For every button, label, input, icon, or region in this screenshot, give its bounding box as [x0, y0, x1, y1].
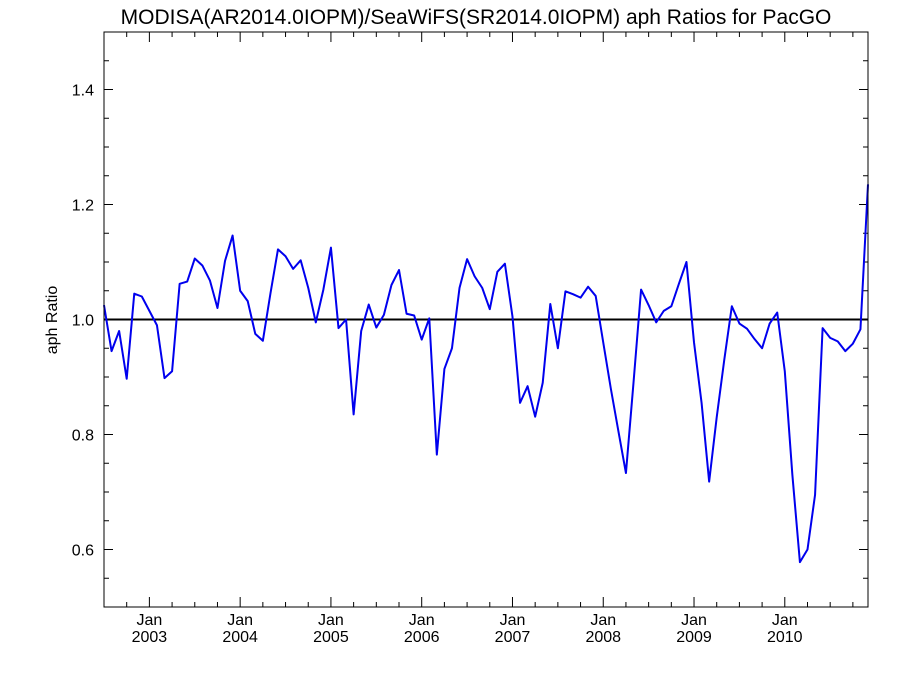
x-tick-year-label: 2004 — [222, 629, 258, 646]
x-tick-year-label: 2003 — [132, 629, 168, 646]
plot-frame — [103, 31, 869, 608]
x-tick-month-label: Jan — [772, 612, 798, 629]
y-tick-label: 1.4 — [72, 83, 94, 100]
chart-title: MODISA(AR2014.0IOPM)/SeaWiFS(SR2014.0IOP… — [121, 6, 832, 29]
x-tick-year-label: 2010 — [767, 629, 803, 646]
x-tick-month-label: Jan — [318, 612, 344, 629]
x-tick-year-label: 2008 — [585, 629, 621, 646]
y-tick-label: 0.6 — [72, 543, 94, 560]
x-tick-year-label: 2005 — [313, 629, 349, 646]
y-tick-label: 1.0 — [72, 313, 94, 330]
y-axis-label: aph Ratio — [44, 286, 61, 355]
series-line — [103, 184, 869, 564]
x-tick-year-label: 2006 — [404, 629, 440, 646]
x-tick-month-label: Jan — [136, 612, 162, 629]
x-tick-month-label: Jan — [681, 612, 707, 629]
series-layer — [103, 184, 869, 564]
x-tick-year-label: 2009 — [676, 629, 712, 646]
y-tick-label: 0.8 — [72, 428, 94, 445]
x-tick-month-label: Jan — [500, 612, 526, 629]
x-tick-month-label: Jan — [409, 612, 435, 629]
x-tick-month-label: Jan — [590, 612, 616, 629]
y-tick-label: 1.2 — [72, 198, 94, 215]
x-tick-year-label: 2007 — [495, 629, 531, 646]
ticks-layer: 0.60.81.01.21.4Jan2003Jan2004Jan2005Jan2… — [72, 32, 868, 646]
x-tick-month-label: Jan — [227, 612, 253, 629]
